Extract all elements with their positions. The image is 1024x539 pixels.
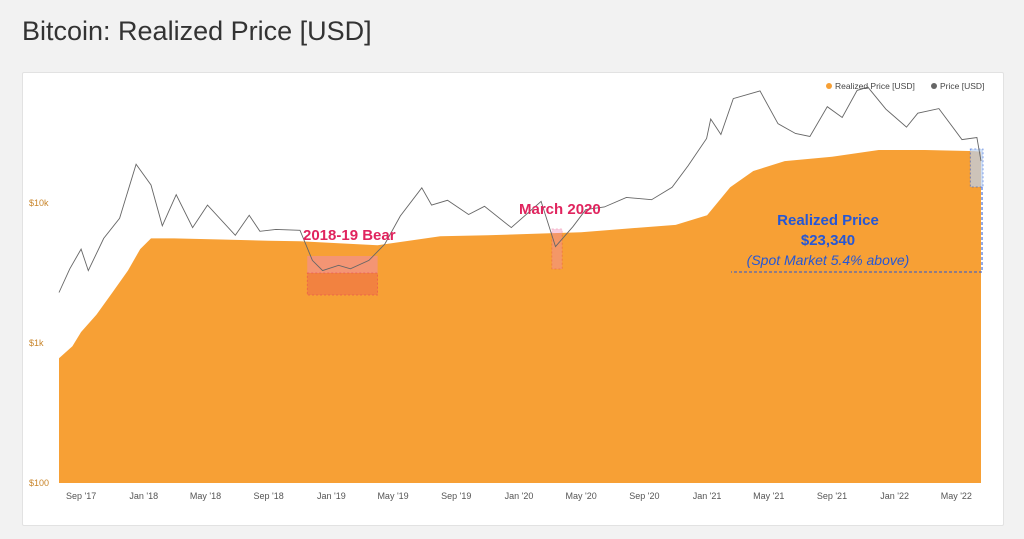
x-tick-label: Sep '19 <box>441 491 471 501</box>
x-tick-label: Sep '18 <box>254 491 284 501</box>
x-tick-label: Jan '18 <box>129 491 158 501</box>
legend-label-realized: Realized Price [USD] <box>835 81 915 91</box>
x-tick-label: May '18 <box>190 491 221 501</box>
march-label: March 2020 <box>519 201 601 218</box>
price-line <box>58 86 982 293</box>
bear-highlight-top <box>307 256 378 273</box>
bear-label: 2018-19 Bear <box>303 227 396 244</box>
x-tick-label: Sep '17 <box>66 491 96 501</box>
realized-callout-note: (Spot Market 5.4% above) <box>747 252 910 268</box>
x-tick-label: Jan '20 <box>505 491 534 501</box>
bear-highlight-box <box>306 272 378 296</box>
realized-callout-title: Realized Price <box>777 212 879 229</box>
y-tick-label: $1k <box>29 338 44 348</box>
march-highlight-box <box>551 228 563 270</box>
y-tick-label: $10k <box>29 198 49 208</box>
page-title: Bitcoin: Realized Price [USD] <box>22 16 372 46</box>
x-tick-label: Sep '20 <box>629 491 659 501</box>
x-tick-label: May '20 <box>566 491 597 501</box>
current-highlight-box <box>969 148 984 188</box>
x-tick-label: Jan '21 <box>693 491 722 501</box>
legend-swatch-price <box>931 83 937 89</box>
realized-callout-value: $23,340 <box>801 232 855 249</box>
x-tick-label: Jan '22 <box>880 491 909 501</box>
legend-swatch-realized <box>826 83 832 89</box>
legend-label-price: Price [USD] <box>940 81 984 91</box>
y-tick-label: $100 <box>29 478 49 488</box>
x-tick-label: May '21 <box>753 491 784 501</box>
realized-callout-connector <box>731 187 983 273</box>
x-tick-label: May '19 <box>377 491 408 501</box>
realized-price-area <box>59 150 981 483</box>
x-tick-label: Sep '21 <box>817 491 847 501</box>
x-tick-label: May '22 <box>941 491 972 501</box>
x-tick-label: Jan '19 <box>317 491 346 501</box>
